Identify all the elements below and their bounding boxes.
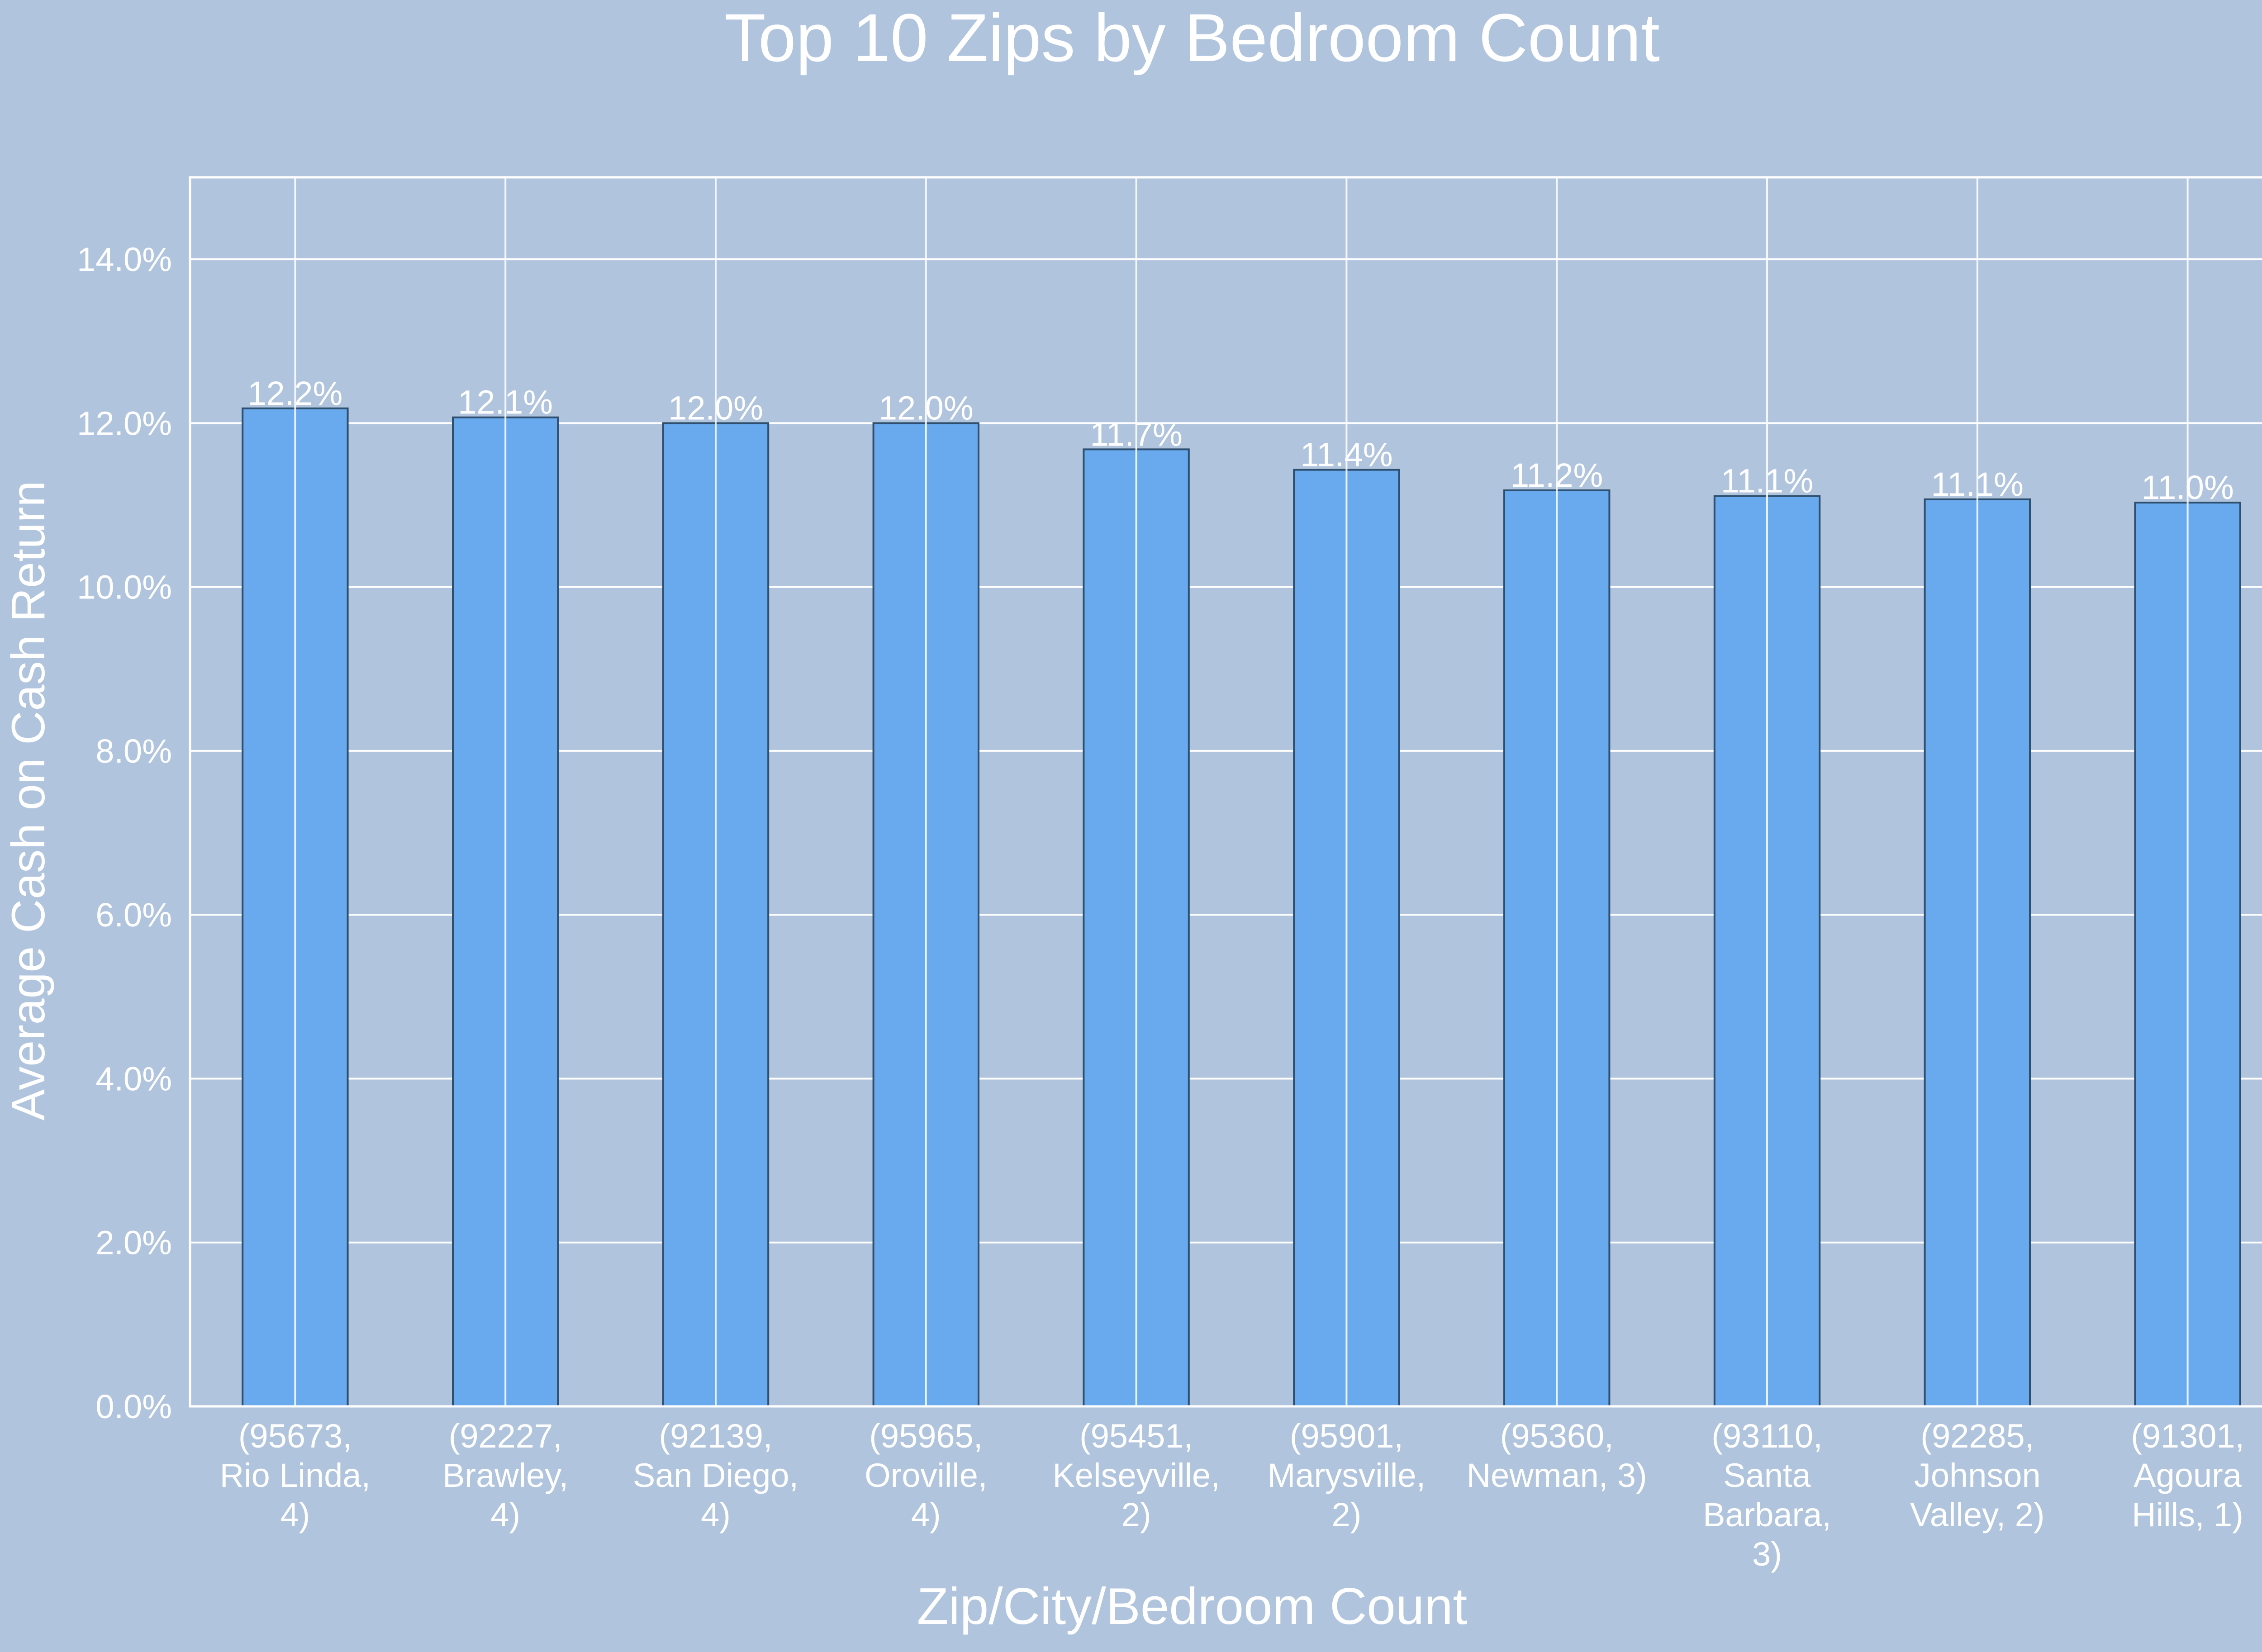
x-axis-title: Zip/City/Bedroom Count [917,1578,1467,1635]
x-tick-label: (93110, Santa Barbara, 3) [1703,1417,1831,1573]
x-tick-label: (91301, Agoura Hills, 1) [2131,1417,2244,1533]
y-tick-label: 0.0% [95,1388,172,1425]
y-tick-label: 4.0% [95,1060,172,1097]
x-tick-labels: (95673, Rio Linda, 4) (92227, Brawley, 4) (921… [220,1417,2244,1573]
y-tick-label: 10.0% [77,569,172,606]
x-tick-label: (92285, Johnson Valley, 2) [1910,1417,2044,1533]
y-tick-label: 12.0% [77,404,172,442]
y-tick-label: 8.0% [95,732,172,770]
chart-title: Top 10 Zips by Bedroom Count [724,0,1660,76]
y-tick-label: 14.0% [77,241,172,278]
x-tick-label: (95673, Rio Linda, 4) [220,1417,371,1533]
x-tick-label: (95965, Oroville, 4) [865,1417,987,1533]
x-tick-label: (92227, Brawley, 4) [442,1417,568,1533]
y-tick-label: 2.0% [95,1224,172,1262]
y-tick-labels: 0.0% 2.0% 4.0% 6.0% 8.0% 10.0% 12.0% 14.0% [77,241,172,1425]
plot-frame [189,176,2262,1408]
y-axis-title: Average Cash on Cash Return [2,481,55,1120]
x-tick-label: (95360, Newman, 3) [1467,1417,1647,1494]
bars [242,407,2241,1408]
x-tick-label: (95451, Kelseyville, 2) [1053,1417,1220,1533]
x-tick-label: (95901, Marysville, 2) [1268,1417,1426,1533]
x-tick-label: (92139, San Diego, 4) [633,1417,798,1533]
data-labels: 12.2% 12.1% 12.0% 12.0%11.7%11.4%11.2% 11.1%… [247,177,2234,1406]
y-tick-label: 6.0% [95,896,172,934]
